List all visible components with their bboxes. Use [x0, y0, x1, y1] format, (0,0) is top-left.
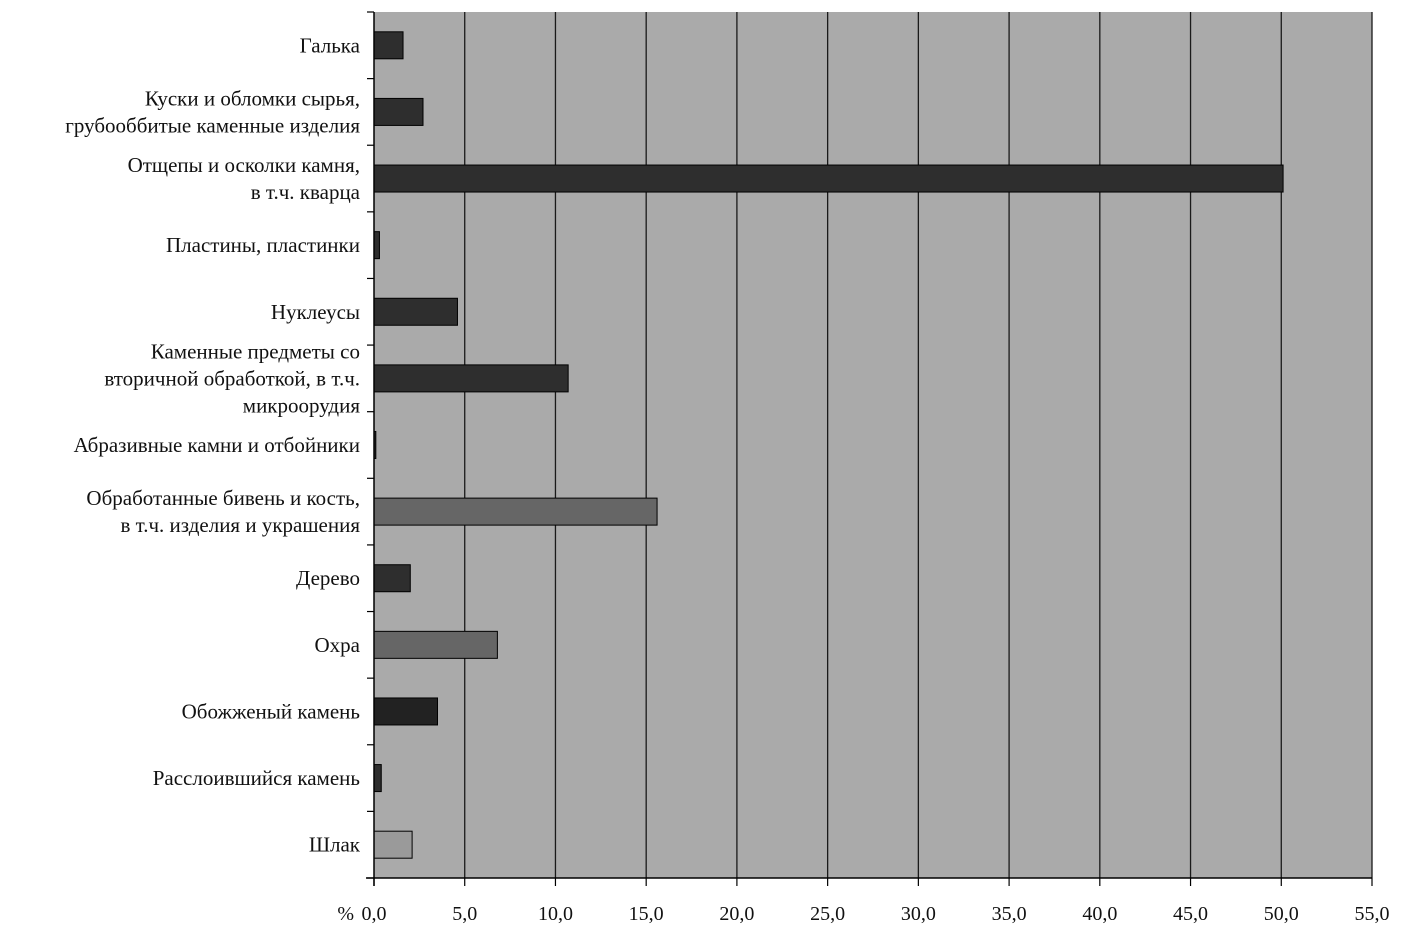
category-label-6: Абразивные камни и отбойники — [74, 433, 360, 457]
category-label-9: Охра — [315, 633, 361, 657]
x-tick-label-8: 40,0 — [1082, 903, 1117, 925]
category-label-11: Расслоившийся камень — [153, 766, 360, 790]
bar-10 — [373, 697, 439, 726]
bar-9 — [373, 630, 498, 659]
x-tick-label-7: 35,0 — [992, 903, 1027, 925]
x-tick-label-11: 55,0 — [1355, 903, 1390, 925]
x-axis-unit: % — [337, 903, 354, 925]
category-label-0: Галька — [300, 33, 361, 57]
x-tick-label-10: 50,0 — [1264, 903, 1299, 925]
category-label-4: Нуклеусы — [271, 300, 360, 324]
category-label-12: Шлак — [309, 833, 361, 857]
bar-0 — [373, 31, 404, 60]
x-tick-label-5: 25,0 — [810, 903, 845, 925]
x-tick-label-1: 5,0 — [452, 903, 477, 925]
bar-11 — [373, 764, 382, 793]
bar-8 — [373, 564, 411, 593]
bar-7 — [373, 497, 658, 526]
x-tick-label-4: 20,0 — [719, 903, 754, 925]
category-label-7: Обработанные бивень и кость, в т.ч. издел… — [86, 486, 360, 537]
x-tick-label-3: 15,0 — [629, 903, 664, 925]
category-label-5: Каменные предметы со вторичной обработкой… — [104, 339, 360, 417]
category-label-3: Пластины, пластинки — [166, 233, 360, 257]
plot-area — [374, 12, 1372, 878]
bar-3 — [373, 231, 380, 260]
category-label-8: Дерево — [296, 566, 360, 590]
bar-1 — [373, 97, 424, 126]
x-tick-label-6: 30,0 — [901, 903, 936, 925]
bar-5 — [373, 364, 569, 393]
bar-2 — [373, 164, 1284, 193]
x-tick-label-9: 45,0 — [1173, 903, 1208, 925]
category-label-1: Куски и обломки сырья, грубооббитые камен… — [65, 86, 360, 137]
bar-4 — [373, 297, 458, 326]
x-tick-label-0: 0,0 — [362, 903, 387, 925]
category-label-2: Отщепы и осколки камня, в т.ч. кварца — [128, 153, 361, 204]
category-label-10: Обожженый камень — [182, 699, 360, 723]
x-tick-label-2: 10,0 — [538, 903, 573, 925]
bar-12 — [373, 830, 413, 859]
